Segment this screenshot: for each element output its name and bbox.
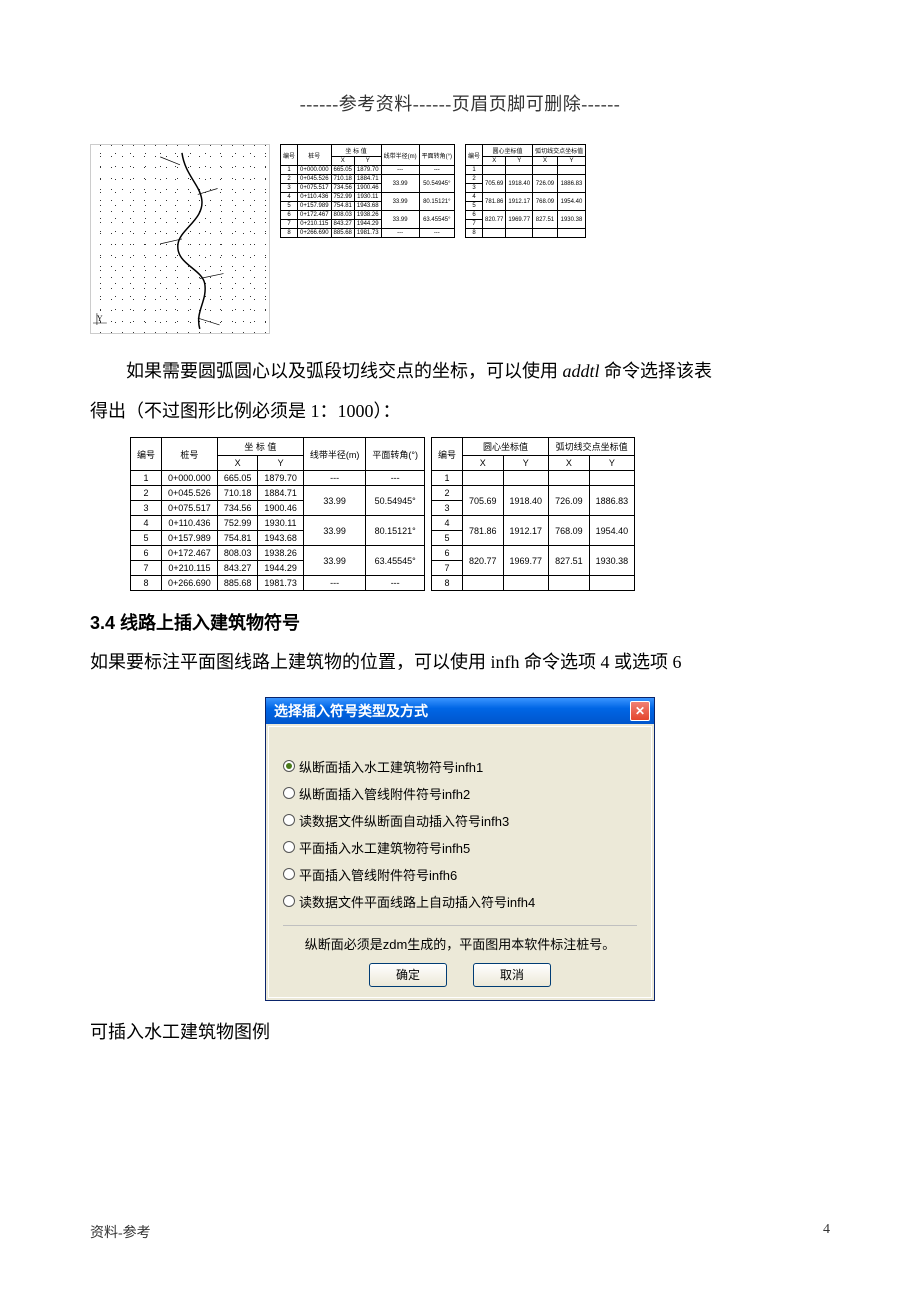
radio-icon[interactable] [283, 760, 295, 772]
tiny-table-right-wrap: 编号圆心坐标值弧切线交点坐标值XYXY12705.691918.40726.09… [465, 144, 586, 238]
ok-button[interactable]: 确定 [369, 963, 447, 987]
para-3: 如果要标注平面图线路上建筑物的位置，可以使用 infh 命令选项 4 或选项 6 [90, 643, 830, 683]
para-2: 得出（不过图形比例必须是 1：1000）： [90, 392, 830, 432]
radio-icon[interactable] [283, 868, 295, 880]
arc-coord-table: 编号圆心坐标值弧切线交点坐标值XYXY12705.691918.40726.09… [431, 437, 635, 591]
tiny-table-left: 编号桩号坐 标 值线带半径(m)平面转角(°)XY10+000.000665.0… [280, 144, 455, 238]
radio-label: 读数据文件纵断面自动插入符号infh3 [299, 811, 509, 830]
close-icon[interactable]: ✕ [630, 701, 650, 721]
radio-label: 平面插入管线附件符号infh6 [299, 865, 457, 884]
page-footer: 资料-参考 4 [90, 1222, 830, 1242]
figure-row-1: Y 编号桩号坐 标 值线带半径(m)平面转角(°)XY10+000.000665… [90, 144, 830, 334]
dialog-options: 纵断面插入水工建筑物符号infh1 纵断面插入管线附件符号infh2 读数据文件纵断… [283, 753, 637, 915]
cancel-button[interactable]: 取消 [473, 963, 551, 987]
tiny-table-left-wrap: 编号桩号坐 标 值线带半径(m)平面转角(°)XY10+000.000665.0… [280, 144, 455, 238]
para-4: 可插入水工建筑物图例 [90, 1013, 830, 1053]
insert-symbol-dialog: 选择插入符号类型及方式 ✕ 纵断面插入水工建筑物符号infh1 纵断面插入管线附件… [265, 697, 655, 1001]
tiny-table-right: 编号圆心坐标值弧切线交点坐标值XYXY12705.691918.40726.09… [465, 144, 586, 238]
section-head-34: 3.4 线路上插入建筑物符号 [90, 609, 830, 635]
cmd-addtl: addtl [563, 361, 600, 381]
radio-option-3[interactable]: 读数据文件纵断面自动插入符号infh3 [283, 807, 637, 834]
main-coord-table: 编号桩号坐 标 值线带半径(m)平面转角(°)XY10+000.000665.0… [130, 437, 425, 591]
radio-icon[interactable] [283, 787, 295, 799]
para-1b: 命令选择该表 [600, 361, 713, 381]
radio-label: 纵断面插入水工建筑物符号infh1 [299, 757, 483, 776]
para-1: 如果需要圆弧圆心以及弧段切线交点的坐标，可以使用 addtl 命令选择该表 [90, 352, 830, 392]
map-sketch: Y [90, 144, 270, 334]
svg-text:Y: Y [97, 314, 103, 323]
radio-icon[interactable] [283, 841, 295, 853]
radio-option-2[interactable]: 纵断面插入管线附件符号infh2 [283, 780, 637, 807]
radio-label: 平面插入水工建筑物符号infh5 [299, 838, 470, 857]
footer-left: 资料-参考 [90, 1222, 151, 1242]
map-path-svg: Y [91, 145, 269, 333]
dialog-buttons: 确定 取消 [283, 963, 637, 987]
table-row: 编号桩号坐 标 值线带半径(m)平面转角(°)XY10+000.000665.0… [130, 437, 830, 591]
radio-option-5[interactable]: 平面插入管线附件符号infh6 [283, 861, 637, 888]
radio-label: 读数据文件平面线路上自动插入符号infh4 [299, 892, 535, 911]
radio-option-1[interactable]: 纵断面插入水工建筑物符号infh1 [283, 753, 637, 780]
radio-option-4[interactable]: 平面插入水工建筑物符号infh5 [283, 834, 637, 861]
page-header: ------参考资料------页眉页脚可删除------ [90, 90, 830, 116]
radio-option-6[interactable]: 读数据文件平面线路上自动插入符号infh4 [283, 888, 637, 915]
dialog-wrap: 选择插入符号类型及方式 ✕ 纵断面插入水工建筑物符号infh1 纵断面插入管线附件… [90, 697, 830, 1001]
dialog-title-text: 选择插入符号类型及方式 [274, 701, 428, 721]
footer-right: 4 [823, 1222, 830, 1242]
radio-icon[interactable] [283, 895, 295, 907]
radio-icon[interactable] [283, 814, 295, 826]
dialog-body: 纵断面插入水工建筑物符号infh1 纵断面插入管线附件符号infh2 读数据文件纵断… [268, 726, 652, 998]
dialog-note: 纵断面必须是zdm生成的，平面图用本软件标注桩号。 [283, 925, 637, 953]
para-1a: 如果需要圆弧圆心以及弧段切线交点的坐标，可以使用 [126, 361, 563, 381]
radio-label: 纵断面插入管线附件符号infh2 [299, 784, 470, 803]
dialog-titlebar: 选择插入符号类型及方式 ✕ [266, 698, 654, 724]
